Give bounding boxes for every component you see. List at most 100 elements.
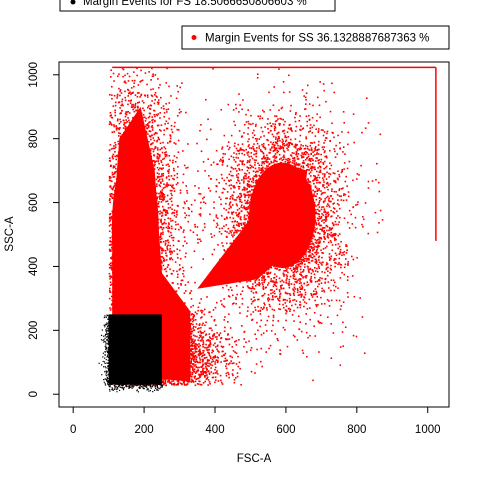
point (158, 271, 160, 273)
point (242, 222, 245, 224)
point (113, 185, 115, 188)
point (250, 265, 252, 267)
point (154, 305, 156, 307)
point (229, 195, 232, 198)
point (140, 69, 142, 72)
point (185, 252, 187, 255)
point (332, 224, 335, 227)
point (190, 290, 193, 292)
point (315, 157, 317, 159)
point (163, 194, 165, 196)
point (109, 309, 112, 311)
point (125, 113, 128, 116)
point (146, 153, 149, 156)
point (143, 301, 146, 304)
point (124, 112, 127, 115)
point (333, 258, 336, 260)
point (109, 223, 112, 226)
point (160, 268, 163, 271)
point (166, 210, 168, 212)
point (318, 165, 321, 168)
point (121, 134, 124, 136)
point (173, 212, 176, 214)
point (243, 253, 245, 256)
point (175, 183, 178, 186)
point (167, 263, 170, 266)
point (108, 177, 111, 180)
point (297, 289, 299, 292)
point (157, 211, 160, 213)
point (259, 283, 261, 285)
point (182, 266, 184, 269)
point (364, 127, 367, 129)
point (278, 308, 280, 310)
point (229, 274, 231, 277)
point (154, 283, 156, 286)
point (113, 131, 116, 133)
point (185, 167, 187, 169)
point (245, 270, 248, 273)
point (150, 155, 153, 158)
point (314, 261, 317, 263)
point (247, 196, 250, 199)
point (160, 259, 162, 262)
point (164, 153, 167, 156)
point (314, 231, 316, 233)
point (155, 160, 157, 163)
point (314, 288, 317, 290)
point (173, 209, 176, 212)
point (289, 300, 291, 302)
point (157, 86, 160, 89)
point (179, 268, 182, 270)
point (119, 90, 121, 93)
point (116, 97, 118, 99)
point (109, 244, 112, 246)
point (311, 237, 314, 240)
point (235, 181, 238, 184)
point (259, 262, 261, 264)
point (227, 295, 230, 297)
point (241, 189, 244, 191)
point (297, 261, 299, 263)
point (342, 146, 345, 148)
point (244, 218, 246, 221)
point (115, 154, 118, 157)
point (123, 123, 125, 126)
point (164, 211, 167, 214)
point (165, 102, 167, 105)
point (119, 163, 121, 166)
point (259, 270, 261, 273)
point (221, 164, 224, 166)
point (162, 227, 165, 229)
point (132, 105, 135, 108)
point (328, 206, 331, 208)
point (283, 129, 286, 132)
point (167, 108, 170, 110)
point (144, 120, 147, 122)
point (239, 312, 241, 314)
point (336, 177, 339, 180)
point (110, 180, 113, 183)
point (225, 182, 227, 185)
point (133, 110, 136, 113)
point (199, 238, 201, 241)
point (309, 159, 311, 162)
point (125, 111, 127, 113)
point (315, 262, 318, 265)
point (324, 155, 326, 158)
point (280, 107, 283, 110)
point (256, 253, 259, 255)
point (124, 127, 127, 130)
point (137, 138, 140, 140)
point (119, 121, 122, 123)
point (150, 94, 153, 97)
point (272, 280, 275, 283)
point (295, 265, 297, 267)
point (111, 97, 113, 100)
point (253, 134, 256, 137)
point (153, 133, 155, 136)
point (162, 174, 164, 177)
point (159, 256, 162, 258)
point (334, 238, 336, 240)
point (233, 224, 235, 227)
